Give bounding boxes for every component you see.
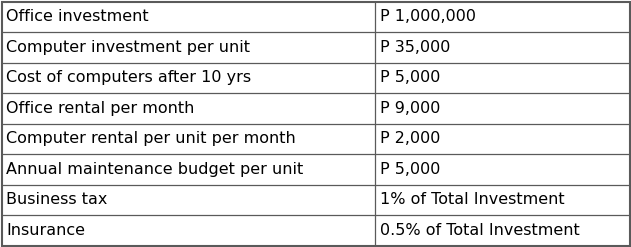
Text: Computer investment per unit: Computer investment per unit xyxy=(6,40,251,55)
Text: P 5,000: P 5,000 xyxy=(380,162,440,177)
Text: 1% of Total Investment: 1% of Total Investment xyxy=(380,192,565,207)
Text: 0.5% of Total Investment: 0.5% of Total Investment xyxy=(380,223,580,238)
Text: P 5,000: P 5,000 xyxy=(380,70,440,85)
Text: Annual maintenance budget per unit: Annual maintenance budget per unit xyxy=(6,162,304,177)
Text: P 9,000: P 9,000 xyxy=(380,101,440,116)
Text: Insurance: Insurance xyxy=(6,223,85,238)
Text: Computer rental per unit per month: Computer rental per unit per month xyxy=(6,131,296,146)
Text: P 2,000: P 2,000 xyxy=(380,131,440,146)
Text: Business tax: Business tax xyxy=(6,192,108,207)
Text: Office investment: Office investment xyxy=(6,9,149,24)
Text: Cost of computers after 10 yrs: Cost of computers after 10 yrs xyxy=(6,70,252,85)
Text: Office rental per month: Office rental per month xyxy=(6,101,195,116)
Text: P 1,000,000: P 1,000,000 xyxy=(380,9,476,24)
Text: P 35,000: P 35,000 xyxy=(380,40,451,55)
